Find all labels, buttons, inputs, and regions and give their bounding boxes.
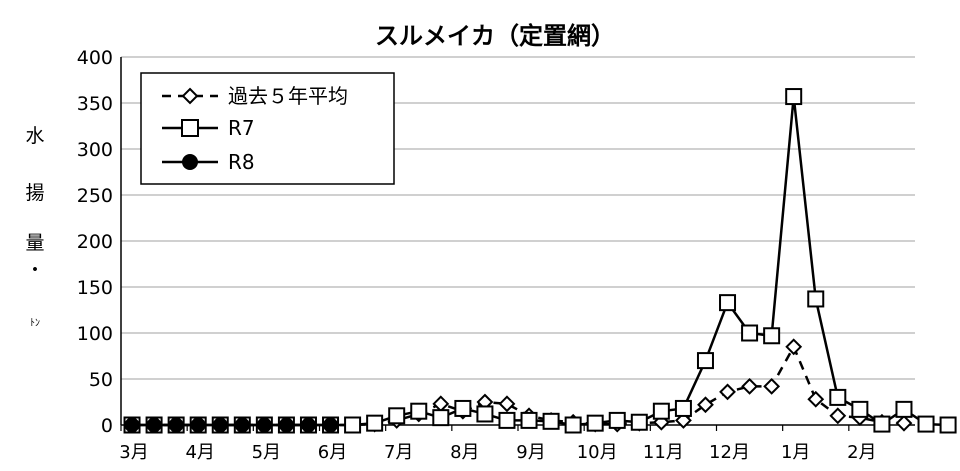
data-point [807,290,825,308]
data-point [432,409,450,427]
data-point [763,377,781,395]
y-tick-label-50: 50 [89,369,113,391]
legend-item-r8: R8 [162,150,255,174]
data-point [895,400,913,418]
legend-item-r7: R7 [162,116,255,140]
x-tick-label-1: 3月 [119,442,148,463]
x-tick-labels: 3月 4月 5月 6月 7月 8月 9月 10月 11月 12月 1月 2月 [119,425,877,463]
series-layer [123,88,957,434]
x-tick-label-12: 2月 [847,442,876,463]
data-point [278,417,294,433]
x-tick-label-9: 11月 [643,442,684,463]
data-point [741,324,759,342]
data-point [586,414,604,432]
y-label-char-4: ・ [25,259,44,281]
data-point [564,416,582,434]
x-tick-label-3: 5月 [252,442,281,463]
data-point [785,88,803,106]
data-point [719,294,737,312]
data-point [498,411,516,429]
y-tick-labels: 0 50 100 150 200 250 300 350 400 [77,47,113,437]
y-tick-label-0: 0 [101,415,113,437]
y-label-char-1: 水 [25,125,44,147]
x-tick-label-8: 10月 [577,442,618,463]
y-tick-label-200: 200 [77,231,113,253]
y-label-char-3: 量 [25,232,44,254]
data-point [388,407,406,425]
data-point [300,417,316,433]
data-point [520,411,538,429]
data-point [630,413,648,431]
data-point [256,417,272,433]
data-point [763,327,781,345]
data-point [366,414,384,432]
legend-item-avg: 過去５年平均 [162,84,348,108]
data-point [829,407,847,425]
legend-label-avg: 過去５年平均 [228,84,348,108]
data-point [719,383,736,401]
data-point [234,417,250,433]
square-marker-icon [181,119,199,137]
y-tick-label-150: 150 [77,277,113,299]
x-tick-label-2: 4月 [185,442,214,463]
data-point [190,417,206,433]
data-point [785,338,803,356]
y-tick-label-300: 300 [77,139,113,161]
series-line-1 [132,345,905,427]
y-label-unit: ﾄﾝ [30,318,40,329]
data-point [542,412,560,430]
chart-title: スルメイカ（定置網） [375,22,615,50]
data-point [829,388,847,406]
data-point [873,415,891,433]
y-tick-label-400: 400 [77,47,113,69]
data-point [410,402,428,420]
data-point [146,417,162,433]
y-label-char-2: 揚 [25,182,44,204]
data-point [674,399,692,417]
x-tick-label-7: 9月 [516,442,545,463]
data-point [741,377,758,395]
data-point [344,416,362,434]
legend-label-r8: R8 [228,150,255,174]
x-tick-label-10: 12月 [709,442,750,463]
data-point [323,417,339,433]
data-point [608,411,626,429]
data-point [212,417,228,433]
data-point [652,402,670,420]
data-point [168,417,184,433]
data-point [432,395,450,413]
legend-label-r7: R7 [228,116,255,140]
data-point [498,395,516,413]
circle-marker-icon [182,154,198,170]
series-3 [124,417,339,433]
data-point [895,414,913,432]
diamond-marker-icon [181,87,199,105]
x-tick-label-4: 6月 [318,442,347,463]
y-tick-label-100: 100 [77,323,113,345]
data-point [917,415,935,433]
data-point [697,396,714,414]
data-point [939,416,957,434]
data-point [454,399,472,417]
y-axis-label: 水 揚 量 ・ ﾄﾝ [25,125,44,329]
data-point [696,352,714,370]
data-point [476,405,494,423]
data-point [807,390,825,408]
legend: 過去５年平均 R7 R8 [140,72,395,185]
data-point [851,400,869,418]
x-tick-label-5: 7月 [384,442,413,463]
x-tick-label-6: 8月 [450,442,479,463]
y-tick-label-350: 350 [77,93,113,115]
data-point [124,417,140,433]
y-tick-label-250: 250 [77,185,113,207]
x-tick-label-11: 1月 [781,442,810,463]
